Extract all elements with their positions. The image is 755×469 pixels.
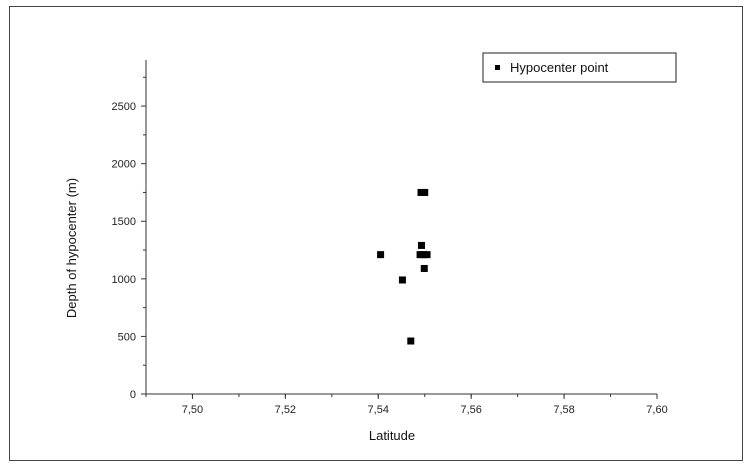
x-tick-label: 7,50	[182, 404, 203, 416]
y-tick-label: 1000	[112, 274, 136, 286]
x-axis-title: Latitude	[369, 428, 415, 443]
legend-marker	[495, 65, 500, 70]
hypocenter-point	[417, 188, 425, 196]
y-axis-title: Depth of hypocenter (m)	[64, 178, 79, 318]
hypocenter-point	[377, 251, 385, 259]
data-points	[377, 188, 431, 345]
legend-box	[482, 52, 677, 83]
legend: Hypocenter point	[482, 52, 677, 83]
x-axis: 7,50 7,52 7,54 7,56 7,58 7,60	[145, 393, 668, 416]
x-tick-label: 7,54	[368, 404, 389, 416]
y-axis: 0 500 1000 1500 2000 2500	[112, 60, 147, 401]
hypocenter-point	[421, 188, 429, 196]
hypocenter-point	[417, 241, 425, 249]
y-tick-label: 2000	[112, 159, 136, 171]
hypocenter-point	[423, 251, 431, 259]
legend-label: Hypocenter point	[510, 60, 609, 75]
hypocenter-point	[407, 337, 415, 345]
hypocenter-point	[398, 276, 406, 284]
y-tick-label: 500	[118, 331, 136, 343]
x-tick-label: 7,60	[646, 404, 667, 416]
hypocenter-point	[420, 264, 428, 272]
hypocenter-point	[419, 251, 427, 259]
y-tick-label: 2500	[112, 101, 136, 113]
x-tick-label: 7,56	[460, 404, 481, 416]
x-tick-label: 7,58	[553, 404, 574, 416]
y-tick-label: 1500	[112, 216, 136, 228]
y-tick-label: 0	[130, 389, 136, 401]
x-tick-label: 7,52	[275, 404, 296, 416]
